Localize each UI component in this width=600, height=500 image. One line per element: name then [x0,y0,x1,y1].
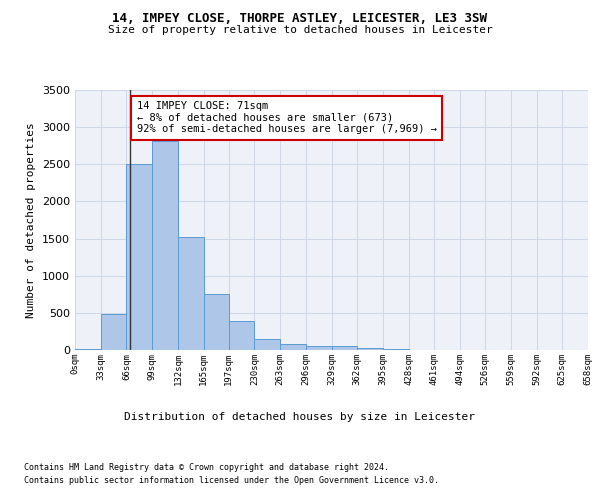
Text: Size of property relative to detached houses in Leicester: Size of property relative to detached ho… [107,25,493,35]
Bar [178,237,203,350]
Text: Contains HM Land Registry data © Crown copyright and database right 2024.: Contains HM Land Registry data © Crown c… [24,462,389,471]
Bar [306,346,331,350]
Bar [152,140,178,350]
Bar [203,294,229,350]
Bar [75,348,101,350]
Bar [280,344,306,350]
Text: 14 IMPEY CLOSE: 71sqm
← 8% of detached houses are smaller (673)
92% of semi-deta: 14 IMPEY CLOSE: 71sqm ← 8% of detached h… [137,101,437,134]
Text: Contains public sector information licensed under the Open Government Licence v3: Contains public sector information licen… [24,476,439,485]
Y-axis label: Number of detached properties: Number of detached properties [26,122,37,318]
Bar [331,346,357,350]
Bar [254,339,280,350]
Bar [229,321,254,350]
Text: 14, IMPEY CLOSE, THORPE ASTLEY, LEICESTER, LE3 3SW: 14, IMPEY CLOSE, THORPE ASTLEY, LEICESTE… [113,12,487,26]
Bar [357,348,383,350]
Bar [101,314,127,350]
Text: Distribution of detached houses by size in Leicester: Distribution of detached houses by size … [125,412,476,422]
Bar [127,164,152,350]
